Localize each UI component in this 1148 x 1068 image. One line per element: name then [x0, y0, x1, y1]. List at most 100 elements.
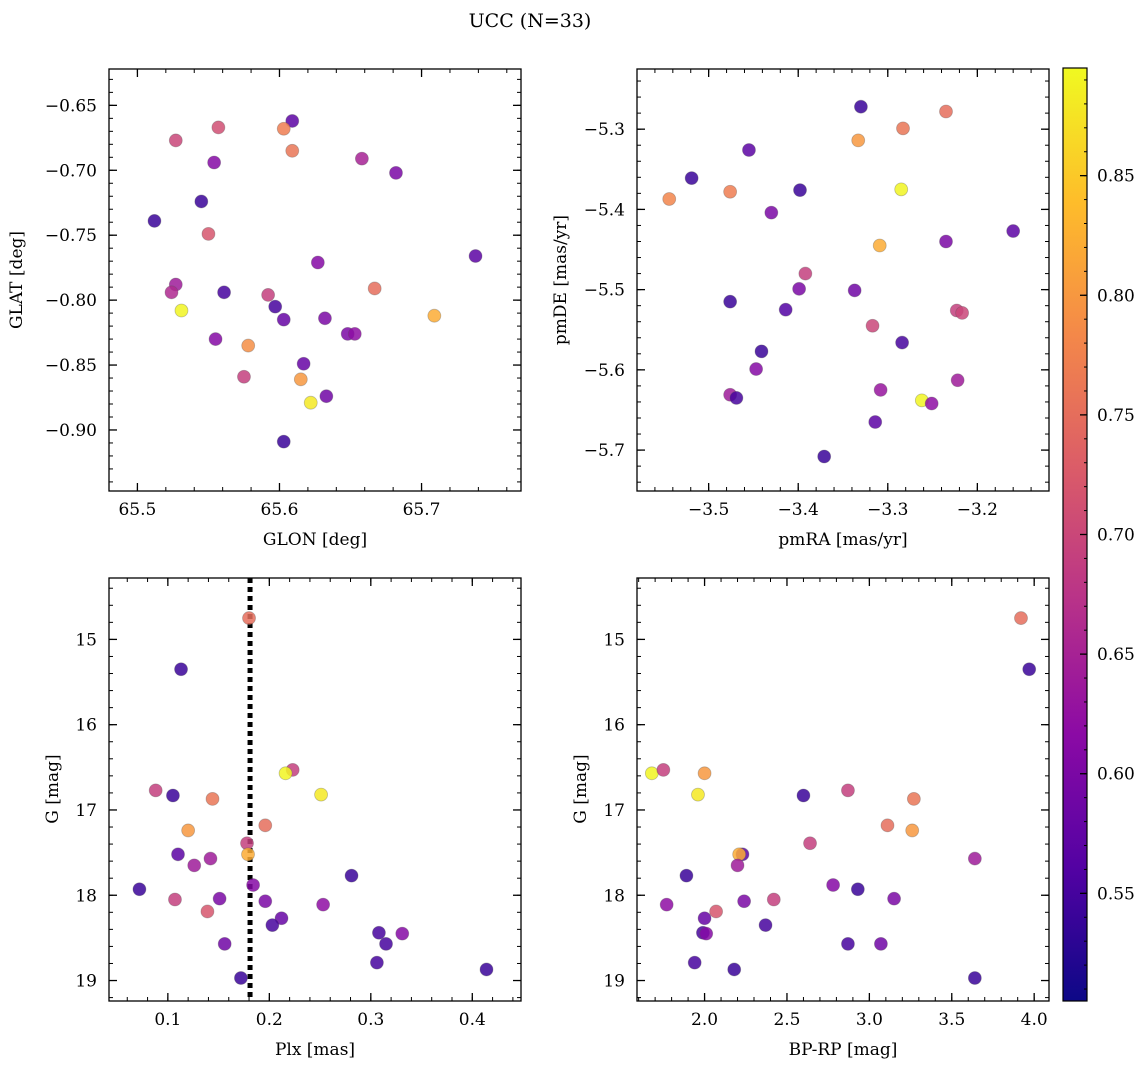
x-tick-label: 2.0	[691, 1010, 718, 1030]
scatter-point	[217, 936, 232, 951]
y-tick-label: 19	[603, 972, 625, 992]
y-tick-label: 18	[603, 886, 625, 906]
x-tick-label: 0.3	[357, 1010, 384, 1030]
scatter-point	[201, 227, 216, 241]
scatter-point	[723, 294, 738, 309]
scatter-point	[276, 434, 291, 449]
scatter-point	[310, 255, 325, 270]
scatter-point	[967, 971, 982, 985]
scatter-point	[730, 858, 745, 873]
scatter-point	[803, 836, 817, 851]
scatter-point	[203, 851, 218, 866]
axes-frame	[636, 577, 1050, 1002]
scatter-point	[798, 266, 813, 281]
scatter-point	[880, 818, 895, 833]
scatter-point	[276, 312, 291, 327]
scatter-point	[687, 955, 702, 970]
y-tick-label: 15	[75, 630, 97, 650]
scatter-point	[171, 847, 185, 862]
scatter-point	[318, 311, 332, 326]
scatter-point	[796, 788, 811, 803]
scatter-point	[851, 133, 866, 148]
scatter-point	[742, 143, 756, 157]
scatter-point	[395, 926, 410, 941]
y-tick-label: 17	[603, 801, 625, 821]
x-axis-label: BP-RP [mag]	[789, 1040, 898, 1060]
scatter-point	[659, 897, 674, 912]
scatter-point	[793, 183, 807, 198]
scatter-point	[729, 391, 744, 405]
scatter-point	[727, 962, 742, 977]
panels: 65.5 65.6 65.7 −0.65 −0.70 −0.75 −0.80 −0.85 −0.…	[7, 68, 1050, 1060]
scatter-point	[166, 788, 180, 803]
scatter-point	[699, 926, 714, 941]
scatter-point	[723, 184, 738, 199]
scatter-point	[697, 911, 712, 926]
scatter-point	[344, 868, 359, 883]
y-tick-label: −5.5	[584, 281, 625, 301]
colorbar-tick-label: 0.55	[1097, 884, 1135, 904]
scatter-point	[314, 787, 328, 802]
scatter-point	[967, 851, 982, 866]
scatter-point	[354, 151, 369, 166]
y-tick-label: −0.90	[45, 421, 97, 441]
scatter-point	[241, 847, 255, 862]
y-tick-label: −0.80	[45, 291, 97, 311]
scatter-point	[749, 362, 764, 376]
x-tick-label: 3.0	[856, 1010, 883, 1030]
scatter-point	[874, 936, 888, 951]
scatter-panel-2: −3.5 −3.4 −3.3 −3.2 −5.3 −5.4 −5.5 −5.6 −5.7 pmRA…	[551, 68, 1050, 550]
scatter-point	[379, 936, 393, 951]
colorbar-tick-label: 0.60	[1097, 765, 1135, 785]
y-tick-label: 16	[75, 716, 97, 736]
scatter-point	[181, 823, 196, 838]
scatter-point	[241, 338, 256, 353]
colorbar-tick-label: 0.65	[1097, 645, 1135, 665]
x-tick-label: 2.5	[773, 1010, 800, 1030]
scatter-panel-4: 2.0 2.5 3.0 3.5 4.0 15 16 17 18 19 BP-RP [mag] G [m…	[571, 577, 1050, 1060]
scatter-point	[293, 372, 308, 387]
scatter-point	[841, 936, 855, 951]
x-axis-label: Plx [mas]	[275, 1040, 355, 1060]
scatter-point	[212, 891, 227, 906]
x-tick-label: 0.4	[459, 1010, 486, 1030]
y-tick-label: −0.75	[45, 226, 97, 246]
scatter-point	[168, 133, 183, 148]
scatter-point	[792, 281, 807, 296]
scatter-point	[764, 205, 779, 220]
x-tick-label: 4.0	[1021, 1010, 1048, 1030]
y-tick-label: 15	[603, 630, 625, 650]
scatter-point	[200, 904, 215, 919]
scatter-point	[194, 194, 209, 209]
scatter-point	[389, 165, 403, 180]
scatter-point	[370, 955, 384, 970]
scatter-point	[168, 892, 182, 907]
scatter-point	[662, 192, 677, 206]
x-tick-label: −3.3	[867, 500, 908, 520]
scatter-point	[1014, 611, 1028, 625]
scatter-point	[427, 308, 442, 323]
axes-frame	[108, 577, 522, 1002]
scatter-point	[766, 892, 781, 907]
colorbar-tick-label: 0.70	[1097, 526, 1135, 546]
colorbar-tick-label: 0.75	[1097, 406, 1135, 426]
axes-frame	[636, 68, 1050, 492]
scatter-point	[174, 303, 189, 318]
scatter-point	[850, 882, 865, 897]
scatter-point	[817, 449, 832, 464]
x-axis-label: GLON [deg]	[263, 530, 367, 550]
scatter-point	[468, 249, 483, 263]
scatter-point	[1022, 662, 1037, 677]
scatter-panel-3: 0.1 0.2 0.3 0.4 15 16 17 18 19 Plx [mas] G [mag]	[43, 577, 522, 1060]
scatter-points	[662, 99, 1021, 464]
y-axis-label: G [mag]	[43, 754, 63, 823]
scatter-point	[242, 611, 256, 625]
scatter-point	[679, 868, 694, 883]
scatter-point	[924, 396, 939, 411]
x-tick-label: −3.5	[688, 500, 729, 520]
scatter-point	[905, 823, 920, 838]
y-tick-label: −5.6	[584, 361, 625, 381]
scatter-point	[274, 911, 289, 926]
scatter-point	[895, 335, 910, 350]
scatter-point	[656, 762, 671, 777]
